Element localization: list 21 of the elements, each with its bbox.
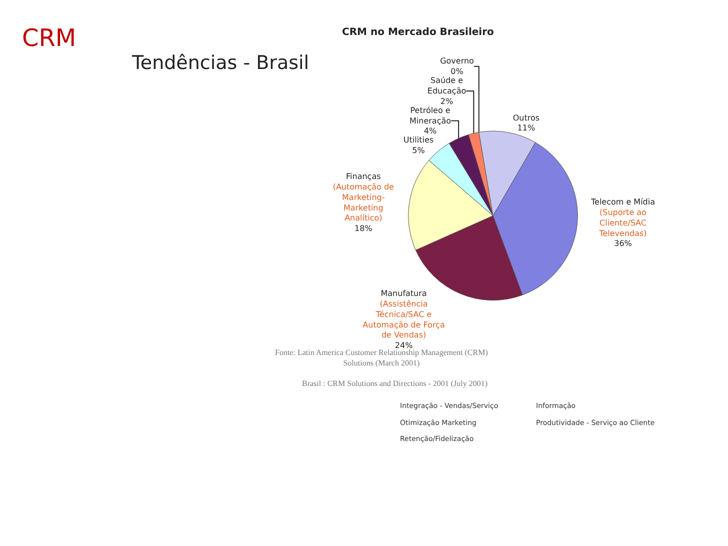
- chart-title: Tendências - Brasil: [131, 52, 310, 74]
- slice-label: Saúde e Educação: [427, 76, 466, 96]
- text: 0%: [450, 67, 464, 76]
- slice-label: Outros: [512, 113, 540, 122]
- data-label: 4%: [424, 126, 438, 136]
- data-label: 18%: [354, 224, 373, 234]
- data-label: 24%: [394, 341, 414, 350]
- source-note: Fonte: Latin America Customer Relationship Management (CRM) Solutions (March 2001): [275, 348, 488, 368]
- data-label: 2%: [440, 96, 454, 106]
- slice-label: Telecom e Mídia (Suporte ao Cliente/SAC Televendas): [590, 198, 656, 238]
- text: CRM: [22, 24, 76, 52]
- data-label: 11%: [517, 124, 536, 133]
- data-label: 5%: [412, 146, 426, 156]
- data-label: 36%: [614, 239, 632, 248]
- slice-label: Manufatura (Assistência Técnica/SAC e Automação de Força de Vendas): [362, 289, 445, 340]
- chart-subtitle: CRM no Mercado Brasileiro: [342, 27, 494, 38]
- slice-label: Petróleo e Mineração: [410, 106, 452, 126]
- text: Brasil : CRM Solutions and Directions - 2001 (July 2001): [302, 379, 488, 388]
- slice-label: Finanças (Automação de Marketing-Marketing Analítico): [332, 172, 394, 223]
- slice-label: Utilities: [403, 136, 434, 145]
- category-label: Governo: [440, 56, 474, 66]
